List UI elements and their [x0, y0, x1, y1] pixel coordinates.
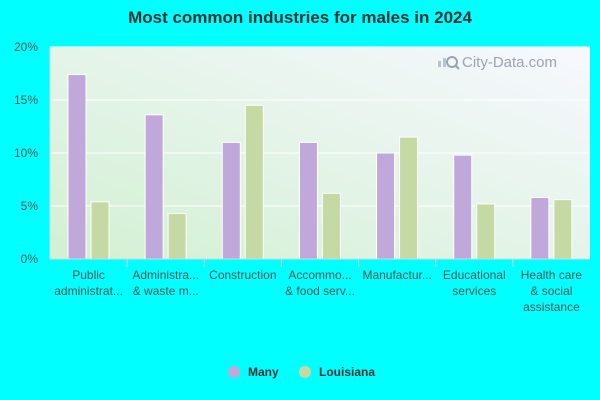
legend-swatch-many: [228, 366, 240, 378]
bar-louisiana[interactable]: [321, 192, 341, 260]
bar-many[interactable]: [530, 197, 550, 260]
bar-many[interactable]: [221, 141, 241, 260]
x-tick-label: & waste m...: [133, 284, 199, 298]
y-tick-label: 0%: [21, 252, 39, 266]
x-tick-label: Public: [72, 268, 105, 282]
y-tick-label: 15%: [14, 93, 38, 107]
bars: [67, 74, 573, 260]
watermark-text: City-Data.com: [462, 54, 557, 71]
bar-many[interactable]: [453, 154, 473, 260]
x-tick-label: Manufactur...: [362, 268, 431, 282]
x-tick-label: services: [452, 284, 496, 298]
y-axis: 0% 5% 10% 15% 20%: [14, 40, 51, 266]
y-tick-label: 5%: [21, 199, 39, 213]
x-tick-label: Accommo...: [288, 268, 351, 282]
bar-many[interactable]: [376, 152, 396, 260]
bar-louisiana[interactable]: [244, 104, 264, 260]
legend-swatch-louisiana: [299, 366, 311, 378]
legend-label-louisiana: Louisiana: [319, 365, 375, 379]
bar-many[interactable]: [67, 74, 87, 260]
legend-label-many: Many: [248, 365, 279, 379]
bar-louisiana[interactable]: [553, 199, 573, 260]
x-tick-label: Administra...: [132, 268, 199, 282]
x-tick-label: & social: [530, 284, 572, 298]
watermark: City-Data.com: [438, 54, 557, 71]
magnifier-icon: [438, 56, 460, 70]
bar-louisiana[interactable]: [90, 201, 110, 260]
x-tick-label: Educational: [443, 268, 506, 282]
bar-louisiana[interactable]: [167, 212, 187, 260]
x-axis: Public administrat... Administra... & waste…: [50, 258, 590, 314]
x-tick-label: Health care: [521, 268, 583, 282]
x-tick-label: Construction: [209, 268, 276, 282]
x-tick-label: & food serv...: [285, 284, 355, 298]
bar-many[interactable]: [144, 114, 164, 260]
x-tick-label: assistance: [523, 300, 580, 314]
bar-louisiana[interactable]: [399, 136, 419, 260]
x-tick-label: administrat...: [54, 284, 123, 298]
y-tick-label: 10%: [14, 146, 38, 160]
grid-lines: [50, 46, 590, 207]
chart-title: Most common industries for males in 2024: [128, 8, 472, 27]
legend: Many Louisiana: [228, 365, 375, 379]
bar-many[interactable]: [298, 141, 318, 260]
y-tick-label: 20%: [14, 40, 38, 54]
bar-louisiana[interactable]: [476, 203, 496, 260]
